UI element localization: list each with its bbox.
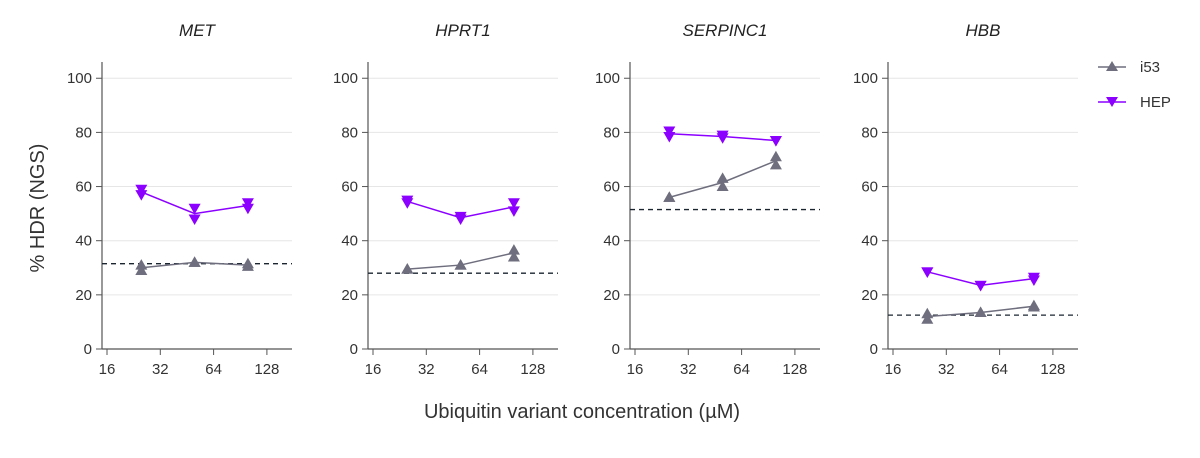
data-point-i53 — [974, 306, 987, 317]
data-point-i53 — [188, 256, 201, 267]
x-tick-label: 128 — [782, 361, 807, 378]
legend-label: i53 — [1140, 59, 1160, 76]
data-point-hep — [507, 206, 520, 217]
data-point-i53 — [241, 260, 254, 271]
x-tick-label: 128 — [520, 361, 545, 378]
x-tick-label: 32 — [938, 361, 955, 378]
legend: i53 HEP — [1098, 59, 1171, 111]
y-tick-label: 0 — [84, 341, 92, 358]
x-tick-label: 128 — [254, 361, 279, 378]
panel-title: HBB — [966, 21, 1001, 40]
y-tick-label: 40 — [75, 233, 92, 250]
panel-serpinc1: 0 20 40 60 80 100 16 32 64 128 SERPINC1 — [595, 21, 820, 378]
y-tick-label: 80 — [861, 124, 878, 141]
y-tick-label: 40 — [861, 233, 878, 250]
data-point-i53 — [454, 259, 467, 270]
x-tick-label: 16 — [99, 361, 116, 378]
data-point-i53 — [135, 264, 148, 275]
x-tick-label: 64 — [471, 361, 488, 378]
data-point-i53 — [507, 250, 520, 262]
data-point-hep — [135, 184, 148, 196]
data-point-i53 — [135, 259, 148, 270]
x-tick-label: 128 — [1040, 361, 1065, 378]
data-point-i53 — [769, 150, 782, 162]
data-point-hep — [454, 214, 467, 226]
data-point-hep — [921, 267, 934, 278]
x-tick-label: 32 — [680, 361, 697, 378]
y-tick-label: 100 — [67, 70, 92, 87]
x-tick-label: 32 — [418, 361, 435, 378]
data-point-i53 — [1027, 301, 1040, 312]
panel-hprt1: 0 20 40 60 80 100 16 32 64 128 HPRT1 — [333, 21, 558, 378]
x-tick-label: 32 — [152, 361, 169, 378]
data-point-i53 — [507, 244, 520, 255]
y-tick-label: 60 — [861, 179, 878, 196]
data-point-hep — [241, 198, 254, 209]
data-point-hep — [974, 280, 987, 292]
x-tick-label: 16 — [627, 361, 644, 378]
y-tick-label: 80 — [341, 124, 358, 141]
data-point-hep — [401, 198, 414, 209]
data-point-hep — [241, 203, 254, 215]
data-point-hep — [188, 214, 201, 226]
x-tick-label: 64 — [205, 361, 222, 378]
y-tick-label: 80 — [75, 124, 92, 141]
data-point-i53 — [921, 313, 934, 324]
x-tick-label: 64 — [991, 361, 1008, 378]
y-tick-label: 0 — [350, 341, 358, 358]
data-point-hep — [663, 131, 676, 143]
y-axis-label: % HDR (NGS) — [27, 144, 49, 273]
x-axis-label: Ubiquitin variant concentration (µM) — [424, 401, 740, 423]
y-tick-label: 20 — [603, 287, 620, 304]
panel-hbb: 0 20 40 60 80 100 16 32 64 128 HBB — [853, 21, 1078, 378]
x-tick-label: 64 — [733, 361, 750, 378]
data-point-i53 — [663, 191, 676, 202]
data-point-i53 — [716, 172, 729, 183]
x-tick-label: 16 — [885, 361, 902, 378]
data-point-hep — [663, 126, 676, 138]
legend-label: HEP — [1140, 94, 1171, 111]
data-point-i53 — [716, 180, 729, 192]
data-point-hep — [135, 190, 148, 201]
data-point-i53 — [401, 263, 414, 274]
y-tick-label: 20 — [861, 287, 878, 304]
data-point-hep — [507, 198, 520, 209]
panel-title: MET — [179, 21, 217, 40]
data-point-hep — [188, 203, 201, 215]
y-tick-label: 0 — [870, 341, 878, 358]
data-point-i53 — [921, 307, 934, 319]
panel-title: SERPINC1 — [682, 21, 767, 40]
triangle-down-marker — [1106, 97, 1118, 107]
y-tick-label: 20 — [341, 287, 358, 304]
legend-item-hep: HEP — [1098, 94, 1171, 111]
data-point-hep — [716, 133, 729, 144]
y-tick-label: 100 — [333, 70, 358, 87]
y-tick-label: 100 — [853, 70, 878, 87]
y-tick-label: 60 — [75, 179, 92, 196]
y-tick-label: 60 — [603, 179, 620, 196]
data-point-hep — [769, 136, 782, 147]
y-tick-label: 20 — [75, 287, 92, 304]
triangle-up-marker — [1106, 61, 1118, 71]
y-tick-label: 40 — [603, 233, 620, 250]
y-tick-label: 0 — [612, 341, 620, 358]
data-point-hep — [1027, 275, 1040, 286]
x-tick-label: 16 — [365, 361, 382, 378]
y-tick-label: 60 — [341, 179, 358, 196]
y-tick-label: 100 — [595, 70, 620, 87]
y-tick-label: 40 — [341, 233, 358, 250]
legend-item-i53: i53 — [1098, 59, 1160, 76]
y-tick-label: 80 — [603, 124, 620, 141]
data-point-i53 — [769, 158, 782, 170]
panel-title: HPRT1 — [435, 21, 490, 40]
panel-met: 0 20 40 60 80 100 16 32 64 128 MET — [67, 21, 292, 378]
